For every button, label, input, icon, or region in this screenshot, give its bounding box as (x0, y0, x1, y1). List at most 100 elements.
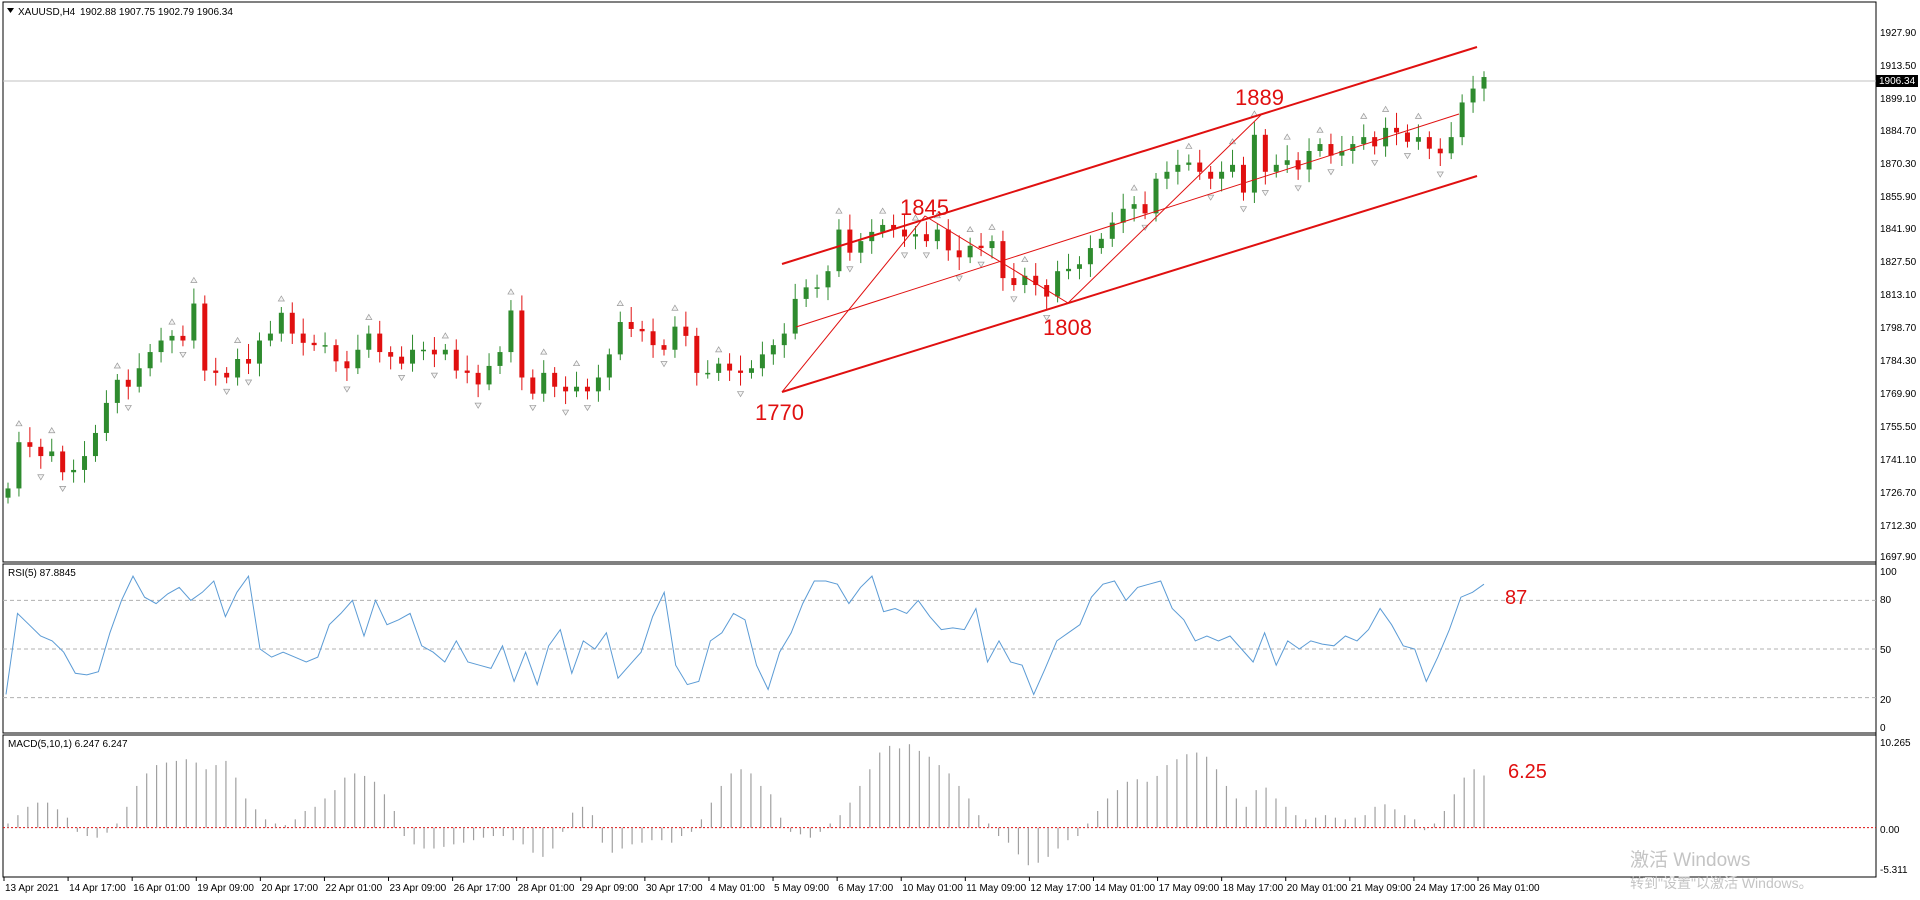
candle-body (235, 359, 241, 378)
channel-lower-line[interactable] (781, 175, 1478, 393)
candle-body (366, 333, 372, 350)
trend-channel[interactable] (781, 46, 1478, 393)
rsi-scale-20: 20 (1880, 695, 1892, 706)
fractal-down-marker (37, 474, 45, 481)
candle-body (27, 442, 33, 447)
fractal-up-marker (1283, 133, 1291, 140)
current-price-tag-bg (1876, 75, 1918, 87)
time-label: 19 Apr 09:00 (197, 883, 254, 894)
fractal-down-marker (124, 405, 132, 412)
candle-body (322, 345, 328, 347)
price-label: 1899.10 (1880, 94, 1917, 105)
channel-upper-line[interactable] (781, 46, 1478, 265)
price-label: 1798.70 (1880, 323, 1917, 334)
time-label: 24 May 17:00 (1415, 883, 1476, 894)
time-label: 10 May 01:00 (902, 883, 963, 894)
time-label: 5 May 09:00 (774, 883, 829, 894)
fractal-up-marker (113, 362, 121, 369)
candle-body (1328, 144, 1334, 156)
candle-body (486, 365, 492, 385)
fractal-up-marker (507, 288, 515, 295)
time-label: 17 May 09:00 (1159, 883, 1220, 894)
zigzag-line (781, 113, 1263, 393)
time-label: 26 May 01:00 (1479, 883, 1540, 894)
price-label: 1884.70 (1880, 126, 1917, 137)
price-label: 1726.70 (1880, 488, 1917, 499)
price-label: 1697.90 (1880, 552, 1917, 563)
time-label: 30 Apr 17:00 (646, 883, 703, 894)
fractal-up-marker (233, 336, 242, 343)
candle-body (770, 345, 776, 355)
candle-body (727, 363, 733, 371)
candle-body (169, 335, 175, 341)
fractal-up-marker (988, 223, 996, 230)
fractal-up-marker (15, 420, 23, 427)
rsi-scale-50: 50 (1880, 645, 1892, 656)
symbol-header: XAUUSD,H4 1902.88 1907.75 1902.79 1906.3… (7, 7, 233, 18)
fractal-down-marker (1010, 296, 1018, 303)
collapse-triangle-icon[interactable] (7, 8, 14, 13)
price-label: 1813.10 (1880, 290, 1917, 301)
fractal-up-marker (1381, 105, 1390, 112)
time-label: 14 Apr 17:00 (69, 883, 126, 894)
candle-body (202, 303, 208, 371)
candle-body (410, 349, 416, 364)
main-panel-frame (2, 1, 1877, 563)
candle-body (530, 377, 536, 394)
candle-body (639, 328, 645, 332)
fractal-up-marker (1021, 256, 1029, 263)
candle-body (49, 451, 55, 457)
candle-body (278, 312, 284, 334)
candle-body (748, 368, 754, 373)
fractal-up-marker (911, 214, 920, 221)
zigzag (781, 113, 1263, 393)
candle-body (71, 469, 77, 473)
candle-body (453, 349, 459, 371)
fractals-layer (15, 105, 1444, 493)
fractal-up-marker (190, 276, 198, 283)
fractal-up-marker (966, 225, 974, 233)
candle-body (1109, 222, 1115, 239)
candle-body (114, 379, 120, 403)
time-label: 20 May 01:00 (1287, 883, 1348, 894)
candle-body (1240, 164, 1246, 193)
channel-mid-line[interactable] (795, 113, 1460, 328)
swing-high-1889: 1889 (1235, 85, 1284, 110)
candle-body (136, 368, 142, 387)
candle-body (399, 356, 405, 364)
fractal-down-marker (397, 375, 406, 382)
candle-body (683, 326, 689, 336)
price-label: 1927.90 (1880, 28, 1917, 39)
candle-body (1295, 160, 1301, 170)
price-label: 1870.30 (1880, 159, 1917, 170)
price-label: 1712.30 (1880, 521, 1917, 532)
candle-body (442, 349, 448, 355)
time-label: 26 Apr 17:00 (454, 883, 511, 894)
macd-title: MACD(5,10,1) 6.247 6.247 (8, 739, 128, 750)
candle-body (213, 370, 219, 373)
price-scale: 1927.90 1913.50 1899.10 1884.70 1870.30 … (1880, 28, 1917, 563)
candle-body (814, 287, 820, 289)
fractal-down-marker (1207, 194, 1215, 201)
fractal-up-marker (1414, 112, 1423, 119)
candle-body (1076, 264, 1082, 269)
candle-body (694, 335, 700, 373)
candle-body (1208, 171, 1214, 179)
candle-body (672, 326, 678, 350)
candle-body (956, 250, 962, 258)
fractal-up-marker (1185, 142, 1193, 149)
candle-body (563, 386, 569, 392)
candle-body (464, 370, 470, 373)
fractal-down-marker (977, 261, 985, 268)
fractal-down-marker (561, 409, 570, 416)
candle-body (1284, 160, 1290, 165)
time-label: 18 May 17:00 (1223, 883, 1284, 894)
fractal-down-marker (1403, 153, 1412, 160)
candle-body (1415, 137, 1421, 142)
candle-body (716, 363, 722, 373)
candle-body (1197, 162, 1203, 172)
fractal-down-marker (846, 266, 854, 273)
time-label: 4 May 01:00 (710, 883, 765, 894)
